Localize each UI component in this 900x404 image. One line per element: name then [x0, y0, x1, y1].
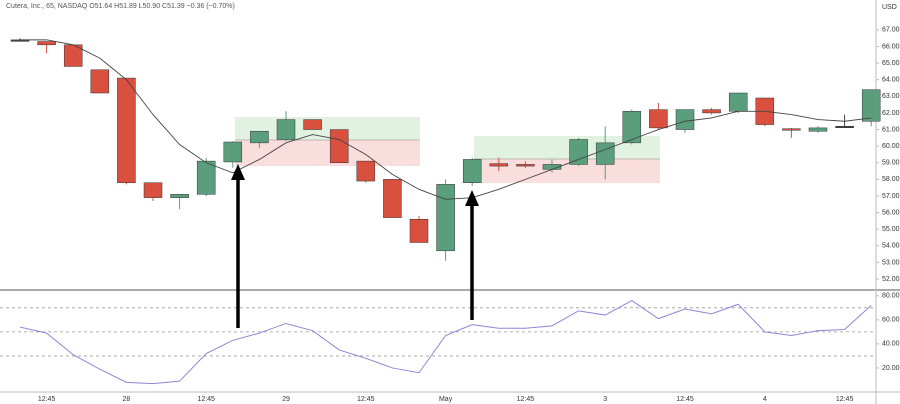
- candle-body: [728, 92, 748, 112]
- candle-body: [250, 130, 269, 144]
- y-tick-label: 53.00: [882, 259, 900, 266]
- x-tick-label: 29: [282, 396, 290, 403]
- candle-body: [595, 142, 615, 165]
- x-tick-label: 12:45: [836, 396, 854, 403]
- x-tick-label: 12:45: [517, 396, 535, 403]
- candle-body: [675, 109, 695, 130]
- candle-body: [649, 109, 668, 129]
- x-tick-label: May: [439, 396, 453, 403]
- y-tick-label: 57.00: [882, 193, 900, 200]
- y-tick-label: 65.00: [882, 60, 900, 67]
- candle-body: [702, 109, 721, 114]
- candle-body: [861, 89, 881, 122]
- y-tick-label: 62.00: [882, 110, 900, 117]
- candle-body: [196, 160, 216, 195]
- candle-body: [489, 163, 509, 167]
- candle-body: [808, 127, 828, 132]
- candle-body: [117, 77, 136, 183]
- rsi-line: [19, 300, 872, 385]
- y-tick-label: 60.00: [882, 143, 900, 150]
- candle-body: [383, 179, 402, 218]
- marks: 52.00 53.00 54.00 55.00 56.00 57.00 58.00 59.00…: [0, 27, 900, 403]
- y-tick-label: 52.00: [882, 276, 900, 283]
- y-tick-label: 67.00: [882, 27, 900, 34]
- candle-body: [569, 139, 588, 165]
- candle-body: [462, 159, 482, 183]
- loss-zone: [235, 140, 420, 166]
- x-tick-label: 28: [123, 396, 131, 403]
- x-tick-label: 12:45: [197, 396, 215, 403]
- moving-average: [20, 39, 872, 200]
- x-tick-label: 4: [763, 396, 767, 403]
- y-tick-label: 58.00: [882, 176, 900, 183]
- arrow: [465, 190, 479, 320]
- arrow: [231, 164, 245, 328]
- y-tick-label: 64.00: [882, 77, 900, 84]
- candle-body: [37, 41, 56, 46]
- y-tick-label: 66.00: [882, 43, 900, 50]
- y-tick-label: 55.00: [882, 226, 900, 233]
- candle-body: [356, 160, 376, 182]
- y-tick-label: 20.00: [882, 365, 900, 372]
- x-tick-label: 12:45: [38, 396, 56, 403]
- candle-body: [303, 119, 322, 130]
- y-tick-label: 59.00: [882, 160, 900, 167]
- y-tick-label: 63.00: [882, 93, 900, 100]
- loss-zone: [474, 159, 660, 183]
- candle-body: [782, 128, 801, 131]
- candle-body: [276, 119, 296, 140]
- y-tick-label: 56.00: [882, 209, 900, 216]
- y-tick-label: 40.00: [882, 341, 900, 348]
- candle-body: [329, 129, 349, 164]
- currency-label: USD: [882, 4, 897, 11]
- candle-body: [516, 164, 535, 167]
- x-tick-label: 3: [603, 396, 607, 403]
- candle-body: [436, 184, 455, 252]
- y-tick-label: 61.00: [882, 126, 900, 133]
- candle-body: [170, 194, 189, 198]
- candle-body: [223, 141, 243, 163]
- y-tick-label: 54.00: [882, 243, 900, 250]
- candle-body: [835, 125, 854, 128]
- chart-title: Cutera, Inc., 65, NASDAQ O51.64 H51.89 L…: [6, 3, 235, 10]
- candle-body: [409, 218, 429, 243]
- y-tick-label: 80.00: [882, 293, 900, 300]
- candle-body: [90, 69, 110, 94]
- candle-body: [622, 111, 642, 144]
- x-tick-label: 12:45: [357, 396, 375, 403]
- y-tick-label: 60.00: [882, 317, 900, 324]
- candle-body: [143, 182, 163, 198]
- x-tick-label: 12:45: [676, 396, 694, 403]
